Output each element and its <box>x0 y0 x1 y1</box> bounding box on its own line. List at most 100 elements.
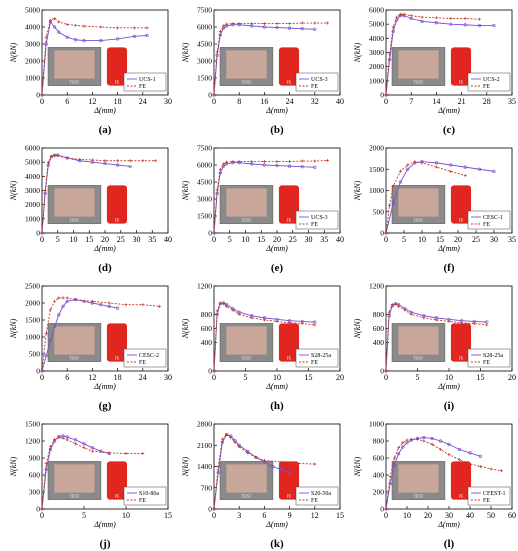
fe-photo-caption: FE <box>115 356 120 361</box>
data-point <box>233 440 237 444</box>
y-tick-label: 800 <box>201 310 213 319</box>
data-point <box>44 467 48 471</box>
x-tick-label: 3 <box>237 511 241 520</box>
data-point <box>115 306 120 310</box>
data-point <box>287 164 292 168</box>
y-tick-label: 0 <box>36 505 40 514</box>
test-photo-caption: TEST <box>414 494 424 499</box>
x-tick-label: 30 <box>164 373 172 382</box>
legend-label: S20-50a <box>311 491 331 497</box>
legend-box <box>295 210 339 230</box>
data-point <box>422 439 426 443</box>
panel-label: (c) <box>443 124 456 136</box>
chart-panel: 0 7 14 21 28 35 0 1000 2000 3000 4000 5000 6000 Δ(mm)… <box>348 0 518 137</box>
x-tick-label: 0 <box>212 97 216 106</box>
data-point <box>313 462 317 466</box>
x-tick-label: 21 <box>458 97 466 106</box>
data-point <box>44 35 48 39</box>
y-tick-label: 5000 <box>25 6 40 15</box>
legend-label: S28-25a <box>311 353 331 359</box>
y-tick-label: 0 <box>208 505 212 514</box>
data-point <box>116 159 120 163</box>
data-point <box>300 159 304 163</box>
data-point <box>420 15 424 19</box>
y-tick-label: 2500 <box>25 282 40 291</box>
data-point <box>458 458 461 462</box>
y-tick-label: 4000 <box>25 172 40 181</box>
legend-label: FE <box>483 360 490 366</box>
x-tick-label: 0 <box>384 511 388 520</box>
y-tick-label: 5000 <box>25 158 40 167</box>
data-point <box>287 470 292 475</box>
x-tick-label: 40 <box>164 235 172 244</box>
data-point <box>141 159 145 163</box>
data-point <box>212 369 216 373</box>
data-point <box>215 53 219 57</box>
x-tick-label: 18 <box>114 97 122 106</box>
panel-label: (a) <box>99 124 112 136</box>
chart-svg: 0 6 12 18 24 30 0 500 1000 1500 2000 2500 Δ(mm) N(kN)… <box>9 282 172 413</box>
x-tick-label: 5 <box>416 373 420 382</box>
x-tick-label: 5 <box>82 511 86 520</box>
legend-box <box>295 72 339 92</box>
data-point <box>90 299 94 303</box>
data-point <box>472 322 476 326</box>
data-point <box>447 442 451 447</box>
data-point <box>48 18 52 22</box>
data-point <box>406 163 410 167</box>
panel-label: (k) <box>270 538 284 550</box>
data-point <box>250 316 254 320</box>
x-tick-label: 40 <box>466 511 474 520</box>
data-point <box>300 27 304 31</box>
data-point <box>447 453 451 457</box>
x-tick-label: 0 <box>40 97 44 106</box>
data-point <box>124 451 128 455</box>
panel-label: (b) <box>270 124 284 136</box>
data-point <box>460 321 464 325</box>
x-tick-label: 0 <box>40 373 44 382</box>
fe-photo-caption: FE <box>459 494 464 499</box>
y-tick-label: 300 <box>29 488 41 497</box>
series-line-fe <box>213 22 328 96</box>
data-point <box>391 184 395 188</box>
panel-label: (l) <box>444 538 455 550</box>
data-point <box>215 309 219 313</box>
data-point <box>279 467 283 472</box>
test-photo-caption: TEST <box>70 494 80 499</box>
chart-svg: 0 3 6 9 12 15 0 700 1400 2100 2800 Δ(mm) N(kN) (k) TES… <box>181 420 344 551</box>
x-tick-label: 10 <box>403 511 411 520</box>
y-tick-label: 3000 <box>369 48 384 57</box>
data-point <box>300 21 304 25</box>
y-axis-label: N(kN) <box>181 456 190 477</box>
x-tick-label: 9 <box>288 511 292 520</box>
y-tick-label: 1000 <box>25 74 40 83</box>
data-point <box>215 191 219 195</box>
x-axis-label: Δ(mm) <box>93 382 116 391</box>
data-point <box>141 303 145 307</box>
legend-label: UCS-1 <box>139 77 156 83</box>
data-point <box>413 160 417 164</box>
fe-model-inset <box>106 323 128 362</box>
legend-box <box>467 210 511 230</box>
test-specimen-image <box>54 464 95 493</box>
y-axis-label: N(kN) <box>181 318 190 339</box>
y-axis-label: N(kN) <box>181 42 190 63</box>
legend-label: UCS-2 <box>483 77 500 83</box>
data-point <box>215 50 219 54</box>
data-point <box>390 302 394 306</box>
data-point <box>393 302 397 306</box>
y-tick-label: 3000 <box>25 40 40 49</box>
y-tick-label: 2000 <box>25 57 40 66</box>
data-point <box>107 301 111 305</box>
data-point <box>158 304 162 308</box>
x-axis-label: Δ(mm) <box>437 382 460 391</box>
data-point <box>420 19 424 23</box>
data-point <box>48 338 53 343</box>
data-point <box>40 507 44 511</box>
chart-panel: 0 3 6 9 12 15 0 700 1400 2100 2800 Δ(mm) N(kN) (k) TES… <box>176 414 348 551</box>
x-tick-label: 28 <box>483 97 491 106</box>
x-tick-label: 20 <box>454 235 462 244</box>
y-tick-label: 7500 <box>197 144 212 153</box>
y-tick-label: 800 <box>373 437 385 446</box>
